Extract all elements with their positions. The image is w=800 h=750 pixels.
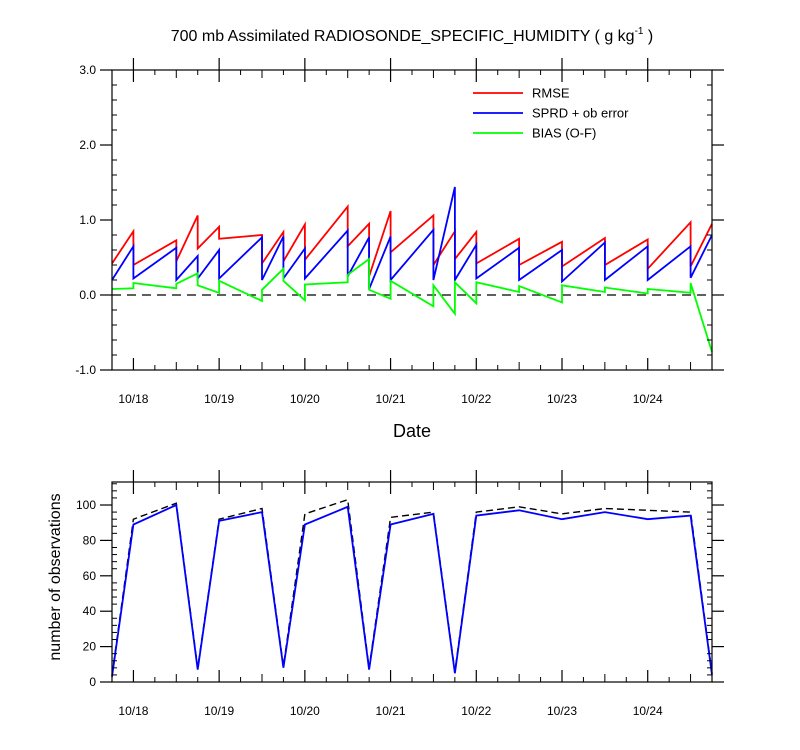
top-plot-ticks: [100, 58, 724, 371]
x-tick-label: 10/21: [376, 392, 406, 406]
chart-title-suffix: ): [643, 28, 653, 45]
series-line-observations-assimilated: [111, 503, 713, 677]
y-tick-label: 80: [83, 533, 97, 547]
y-tick-label: 20: [83, 640, 97, 654]
series-line-bias-o-f: [111, 257, 713, 353]
x-tick-label: 10/23: [547, 704, 577, 718]
y-tick-label: 0: [89, 675, 96, 689]
top-plot-y-tick-labels: -1.0 0.0 1.0 2.0 3.0: [75, 63, 96, 377]
bottom-plot-frame: [111, 481, 713, 683]
bottom-plot-series: [111, 498, 713, 677]
y-tick-label: 3.0: [79, 63, 96, 77]
chart-title: 700 mb Assimilated RADIOSONDE_SPECIFIC_H…: [171, 26, 654, 45]
bottom-plot-ticks: [100, 470, 724, 683]
legend-label: RMSE: [532, 86, 570, 101]
x-tick-label: 10/23: [547, 392, 577, 406]
x-tick-label: 10/19: [204, 392, 234, 406]
x-tick-label: 10/24: [633, 392, 663, 406]
chart-title-superscript: -1: [635, 26, 644, 37]
top-plot-series: [111, 186, 713, 353]
top-plot-x-tick-labels: 10/18 10/19 10/20 10/21 10/22 10/23 10/24: [118, 392, 663, 406]
x-tick-label: 10/22: [461, 392, 491, 406]
y-tick-label: 2.0: [79, 138, 96, 152]
y-axis-label: number of observations: [47, 493, 64, 660]
y-tick-label: 40: [83, 604, 97, 618]
legend-label: SPRD + ob error: [532, 106, 629, 121]
x-axis-label: Date: [393, 421, 431, 441]
chart-title-text: 700 mb Assimilated RADIOSONDE_SPECIFIC_H…: [171, 28, 635, 45]
series-line-sprd-ob-error: [111, 186, 713, 290]
x-tick-label: 10/20: [290, 392, 320, 406]
x-tick-label: 10/18: [118, 704, 148, 718]
y-tick-label: 0.0: [79, 288, 96, 302]
y-tick-label: -1.0: [75, 363, 96, 377]
x-tick-label: 10/22: [461, 704, 491, 718]
y-tick-label: 1.0: [79, 213, 96, 227]
y-tick-label: 60: [83, 569, 97, 583]
bottom-plot-y-tick-labels: 0 20 40 60 80 100: [76, 498, 96, 689]
legend-label: BIAS (O-F): [532, 126, 596, 141]
x-tick-label: 10/24: [633, 704, 663, 718]
legend: RMSE SPRD + ob error BIAS (O-F): [473, 86, 629, 141]
series-line-rmse: [111, 203, 713, 277]
bottom-plot-x-tick-labels: 10/18 10/19 10/20 10/21 10/22 10/23 10/24: [118, 704, 663, 718]
x-tick-label: 10/19: [204, 704, 234, 718]
x-tick-label: 10/20: [290, 704, 320, 718]
y-tick-label: 100: [76, 498, 96, 512]
series-line-observations-total: [111, 498, 713, 675]
x-tick-label: 10/18: [118, 392, 148, 406]
x-tick-label: 10/21: [376, 704, 406, 718]
plot-frame: [111, 481, 713, 683]
